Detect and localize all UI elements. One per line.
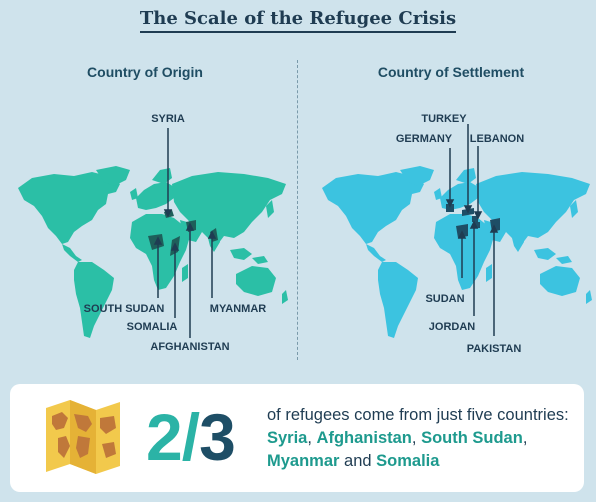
origin-label-syria: SYRIA <box>151 113 185 125</box>
origin-section-label: Country of Origin <box>87 64 203 80</box>
world-maps: SYRIA SOUTH SUDAN SOMALIA MYANMAR AFGHAN… <box>18 113 592 355</box>
stat-fraction: 2/3 <box>146 404 236 470</box>
fraction-numerator: 2 <box>146 400 183 474</box>
stat-country-myanmar: Myanmar <box>267 452 340 470</box>
fraction-denominator: 3 <box>199 400 236 474</box>
origin-label-south-sudan: SOUTH SUDAN <box>84 303 165 315</box>
stat-text-lead: of refugees come from just five countrie… <box>267 406 569 424</box>
stat-sep: , <box>522 429 528 447</box>
settlement-label-germany: GERMANY <box>396 133 453 145</box>
settlement-world-map <box>322 166 592 338</box>
stat-sep: , <box>307 429 317 447</box>
settlement-label-lebanon: LEBANON <box>470 133 524 145</box>
settlement-section-label: Country of Settlement <box>377 64 525 80</box>
origin-label-myanmar: MYANMAR <box>210 303 266 315</box>
settlement-label-pakistan: PAKISTAN <box>467 343 522 355</box>
stat-sep: , <box>411 429 422 447</box>
stat-description: of refugees come from just five countrie… <box>267 404 577 473</box>
settlement-germany-highlight <box>446 204 454 212</box>
settlement-lebanon-highlight <box>472 216 478 222</box>
origin-label-afghanistan: AFGHANISTAN <box>150 341 229 353</box>
stat-country-afghanistan: Afghanistan <box>316 429 412 447</box>
settlement-label-jordan: JORDAN <box>429 321 476 333</box>
stat-country-syria: Syria <box>267 429 308 447</box>
settlement-label-sudan: SUDAN <box>425 293 464 305</box>
origin-label-somalia: SOMALIA <box>127 321 178 333</box>
stat-country-south-sudan: South Sudan <box>421 429 523 447</box>
page-title: The Scale of the Refugee Crisis <box>0 8 596 33</box>
settlement-label-turkey: TURKEY <box>421 113 467 125</box>
stat-and: and <box>339 452 377 470</box>
folded-map-icon <box>46 400 120 474</box>
section-divider <box>297 60 298 360</box>
fraction-slash: / <box>181 400 200 474</box>
stat-country-somalia: Somalia <box>376 452 440 470</box>
